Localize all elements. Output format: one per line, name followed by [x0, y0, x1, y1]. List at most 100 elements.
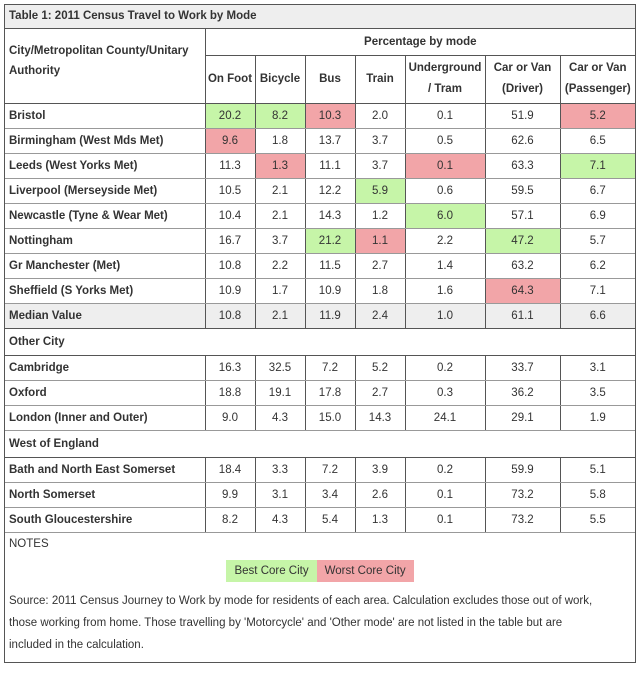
- cell-value: 5.4: [305, 507, 356, 533]
- cell-value: 1.3: [355, 507, 406, 533]
- cell-value: 4.3: [255, 507, 306, 533]
- cell-value: 3.7: [355, 128, 406, 154]
- cell-value: 0.3: [405, 380, 486, 406]
- cell-value: 6.0: [405, 203, 486, 229]
- cell-value: 3.7: [255, 228, 306, 254]
- cell-value: 0.2: [405, 355, 486, 381]
- table-row: Sheffield (S Yorks Met) 10.9 1.7 10.9 1.8 1.6…: [5, 278, 636, 304]
- cell-value: 10.9: [305, 278, 356, 304]
- median-row: Median Value 10.8 2.1 11.9 2.4 1.0 61.1 …: [5, 303, 636, 329]
- cell-value: 32.5: [255, 355, 306, 381]
- cell-value: 1.1: [355, 228, 406, 254]
- table-row: Nottingham 16.7 3.7 21.2 1.1 2.2 47.2 5.7: [5, 228, 636, 254]
- cell-value: 16.7: [205, 228, 256, 254]
- cell-value: 6.5: [560, 128, 636, 154]
- cell-value: 2.7: [355, 380, 406, 406]
- median-value: 61.1: [485, 303, 561, 329]
- section-other-city: Other City: [5, 328, 636, 356]
- cell-value: 13.7: [305, 128, 356, 154]
- cell-value: 4.3: [255, 405, 306, 431]
- median-value: 2.4: [355, 303, 406, 329]
- cell-value: 18.8: [205, 380, 256, 406]
- cell-value: 6.7: [560, 178, 636, 204]
- cell-value: 20.2: [205, 103, 256, 129]
- row-label: North Somerset: [5, 482, 206, 508]
- notes-body: NOTES Best Core City Worst Core City Sour…: [5, 531, 636, 662]
- mode-header-car-driver: Car or Van (Driver): [485, 55, 561, 104]
- cell-value: 0.2: [405, 457, 486, 483]
- notes-label: NOTES: [5, 531, 636, 556]
- table-row: Liverpool (Merseyside Met) 10.5 2.1 12.2 5.9…: [5, 178, 636, 204]
- row-label: South Gloucestershire: [5, 507, 206, 533]
- row-label: Birmingham (West Mds Met): [5, 128, 206, 154]
- cell-value: 24.1: [405, 405, 486, 431]
- other-city-body: Other City: [5, 328, 636, 356]
- cell-value: 21.2: [305, 228, 356, 254]
- cell-value: 10.5: [205, 178, 256, 204]
- cell-value: 15.0: [305, 405, 356, 431]
- cell-value: 11.1: [305, 153, 356, 179]
- cell-value: 1.3: [255, 153, 306, 179]
- cell-value: 62.6: [485, 128, 561, 154]
- cell-value: 3.1: [560, 355, 636, 381]
- cell-value: 12.2: [305, 178, 356, 204]
- cell-value: 0.1: [405, 482, 486, 508]
- cell-value: 59.9: [485, 457, 561, 483]
- cell-value: 3.9: [355, 457, 406, 483]
- cell-value: 7.2: [305, 457, 356, 483]
- cell-value: 0.6: [405, 178, 486, 204]
- cell-value: 10.8: [205, 253, 256, 279]
- row-label: Gr Manchester (Met): [5, 253, 206, 279]
- legend-worst-core-city: Worst Core City: [316, 560, 414, 582]
- legend-best-core-city: Best Core City: [226, 560, 317, 582]
- source-note: Source: 2011 Census Journey to Work by m…: [5, 586, 635, 662]
- core-cities-body: Bristol 20.2 8.2 10.3 2.0 0.1 51.9 5.2 Birmingha…: [5, 103, 636, 304]
- cell-value: 73.2: [485, 507, 561, 533]
- table-row: Leeds (West Yorks Met) 11.3 1.3 11.1 3.7 0.1 6…: [5, 153, 636, 179]
- cell-value: 1.9: [560, 405, 636, 431]
- cell-value: 18.4: [205, 457, 256, 483]
- median-body: Median Value 10.8 2.1 11.9 2.4 1.0 61.1 …: [5, 303, 636, 329]
- mode-header-car-passenger: Car or Van (Passenger): [560, 55, 636, 104]
- west-england-rows: Bath and North East Somerset 18.4 3.3 7.2 3.…: [5, 457, 636, 533]
- cell-value: 6.9: [560, 203, 636, 229]
- source-line-1: Source: 2011 Census Journey to Work by m…: [9, 595, 593, 607]
- cell-value: 16.3: [205, 355, 256, 381]
- cell-value: 9.0: [205, 405, 256, 431]
- cell-value: 7.1: [560, 278, 636, 304]
- cell-value: 5.2: [560, 103, 636, 129]
- cell-value: 10.9: [205, 278, 256, 304]
- table-title: Table 1: 2011 Census Travel to Work by M…: [5, 5, 636, 29]
- west-england-body: West of England: [5, 429, 636, 458]
- census-table: Table 1: 2011 Census Travel to Work by M…: [5, 5, 636, 662]
- mode-header-bicycle: Bicycle: [255, 55, 306, 104]
- cell-value: 2.1: [255, 203, 306, 229]
- table-row: Oxford 18.8 19.1 17.8 2.7 0.3 36.2 3.5: [5, 380, 636, 406]
- cell-value: 5.1: [560, 457, 636, 483]
- cell-value: 8.2: [205, 507, 256, 533]
- authority-header-line1: City/Metropolitan County/Unitary: [9, 44, 189, 57]
- mode-header-bus: Bus: [305, 55, 356, 104]
- row-label: Cambridge: [5, 355, 206, 381]
- cell-value: 9.9: [205, 482, 256, 508]
- cell-value: 1.8: [355, 278, 406, 304]
- cell-value: 5.9: [355, 178, 406, 204]
- mode-header-train: Train: [355, 55, 406, 104]
- mode-header-on-foot: On Foot: [205, 55, 256, 104]
- source-line-3: included in the calculation.: [9, 639, 144, 651]
- table-row: Bath and North East Somerset 18.4 3.3 7.2 3.…: [5, 457, 636, 483]
- census-table-frame: Table 1: 2011 Census Travel to Work by M…: [4, 4, 636, 663]
- cell-value: 14.3: [355, 405, 406, 431]
- other-cities-rows: Cambridge 16.3 32.5 7.2 5.2 0.2 33.7 3.1 Oxford 1…: [5, 355, 636, 431]
- median-value: 1.0: [405, 303, 486, 329]
- cell-value: 11.5: [305, 253, 356, 279]
- cell-value: 10.4: [205, 203, 256, 229]
- cell-value: 8.2: [255, 103, 306, 129]
- table-row: Birmingham (West Mds Met) 9.6 1.8 13.7 3.7 0.…: [5, 128, 636, 154]
- legend: Best Core City Worst Core City: [5, 556, 635, 586]
- cell-value: 1.7: [255, 278, 306, 304]
- table-row: Gr Manchester (Met) 10.8 2.2 11.5 2.7 1.4 63.2…: [5, 253, 636, 279]
- cell-value: 0.5: [405, 128, 486, 154]
- cell-value: 1.2: [355, 203, 406, 229]
- cell-value: 5.7: [560, 228, 636, 254]
